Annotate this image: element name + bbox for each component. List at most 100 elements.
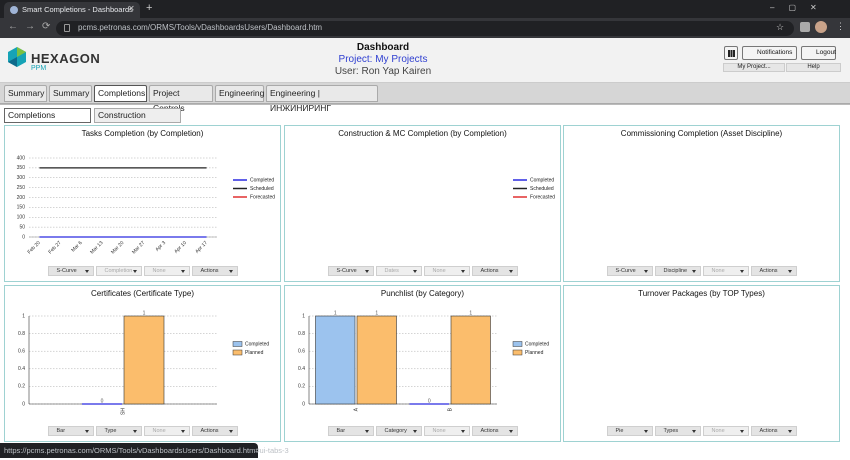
- y-tick-label: 350: [17, 165, 26, 171]
- tab-title: Smart Completions - Dashboards: [22, 5, 133, 14]
- tab[interactable]: Project Controls: [149, 85, 213, 113]
- panel: Commissioning Completion (Asset Discipli…: [563, 125, 840, 282]
- dropdown[interactable]: Actions: [191, 426, 238, 436]
- tab[interactable]: Engineering | ИНЖИНИРИНГ: [266, 85, 378, 113]
- tab-close[interactable]: ✕: [128, 4, 135, 13]
- panel-chart: Punchlist (by Category) 0 0.2 0.4 0.6 0.8 1 A 1 1…: [298, 289, 549, 411]
- legend-label: Scheduled: [530, 186, 554, 192]
- nav-buttons[interactable]: ←→⟳: [8, 21, 58, 32]
- dropdown[interactable]: Actions: [471, 266, 518, 276]
- address-bar[interactable]: pcms.petronas.com/ORMS/Tools/vDashboards…: [56, 21, 794, 36]
- subtab[interactable]: Construction Overview: [94, 108, 181, 133]
- dropdown[interactable]: Actions: [471, 426, 518, 436]
- dropdown: None: [702, 266, 749, 276]
- dropdown: None: [143, 266, 190, 276]
- legend-label: Completed: [250, 177, 274, 183]
- x-tick-label: A: [353, 407, 359, 411]
- browser-tab[interactable]: Smart Completions - Dashboards ✕: [4, 2, 140, 18]
- dropdown[interactable]: S-Curve: [327, 266, 374, 276]
- y-tick-label: 150: [17, 205, 26, 211]
- y-tick-label: 0.4: [298, 366, 305, 372]
- panel-title: Commissioning Completion (Asset Discipli…: [621, 129, 783, 138]
- new-tab[interactable]: +: [146, 2, 153, 14]
- bookmark-star[interactable]: ☆: [776, 22, 785, 32]
- panel-title: Turnover Packages (by TOP Types): [638, 289, 765, 298]
- value-label: 1: [334, 310, 337, 316]
- panel-chart: Construction & MC Completion (by Complet…: [338, 129, 555, 200]
- window-controls[interactable]: –▢✕: [770, 3, 831, 12]
- legend-swatch: [232, 341, 243, 347]
- apps-button[interactable]: [724, 46, 738, 60]
- profile-avatar[interactable]: [815, 21, 827, 33]
- legend-swatch: [512, 349, 523, 356]
- value-label: 1: [375, 310, 378, 316]
- x-tick-label: Feb 27: [47, 240, 62, 255]
- lock-icon: [64, 24, 70, 32]
- logo-hex-part: [8, 57, 17, 67]
- y-tick-label: 0: [22, 401, 25, 407]
- x-tick-label: Apr 3: [154, 240, 167, 253]
- dropdown[interactable]: S-Curve: [606, 266, 653, 276]
- browser-menu[interactable]: ⋮: [836, 21, 845, 31]
- tab-strip: [0, 0, 850, 18]
- y-tick-label: 400: [17, 155, 26, 161]
- favicon: [10, 6, 18, 14]
- legend-swatch: [232, 349, 243, 356]
- y-tick-label: 0: [302, 401, 305, 407]
- legend-label: Completed: [530, 177, 554, 183]
- panel: Certificates (Certificate Type) 0 0.2 0.4 0.…: [4, 285, 281, 442]
- dropdown[interactable]: Bar: [47, 426, 94, 436]
- dropdown: Completion: [95, 266, 142, 276]
- panel-chart: Commissioning Completion (Asset Discipli…: [621, 129, 783, 138]
- dropdown[interactable]: Bar: [327, 426, 374, 436]
- header-title: Dashboard: [356, 42, 410, 53]
- y-tick-label: 0.8: [298, 331, 305, 337]
- panel: Punchlist (by Category) 0 0.2 0.4 0.6 0.8 1 A 1 1…: [284, 285, 561, 442]
- y-tick-label: 0.2: [18, 384, 25, 390]
- y-tick-label: 200: [17, 195, 26, 201]
- legend-label: Completed: [245, 341, 269, 347]
- y-tick-label: 250: [17, 185, 26, 191]
- dropdown[interactable]: Category: [375, 426, 422, 436]
- status-url: https://pcms.petronas.com/ORMS/Tools/vDa…: [4, 446, 289, 455]
- subtab[interactable]: Completions Overview: [4, 108, 91, 133]
- dropdown[interactable]: Types: [654, 426, 701, 436]
- header-user: User: Ron Yap Kairen: [334, 66, 432, 77]
- y-tick-label: 50: [19, 224, 25, 230]
- tab[interactable]: Summary: [4, 85, 47, 102]
- header-menu[interactable]: Help: [786, 63, 841, 72]
- y-tick-label: 100: [17, 215, 26, 221]
- legend-label: Planned: [525, 350, 544, 356]
- header-button[interactable]: Notifications: [742, 46, 797, 60]
- header-menu[interactable]: My Project...: [723, 63, 785, 72]
- header-button[interactable]: Logout: [801, 46, 836, 60]
- dropdown: None: [702, 426, 749, 436]
- dropdown[interactable]: S-Curve: [47, 266, 94, 276]
- dropdown[interactable]: Actions: [750, 266, 797, 276]
- dropdown[interactable]: Actions: [191, 266, 238, 276]
- tab[interactable]: Summary: [49, 85, 92, 102]
- dropdown[interactable]: Discipline: [654, 266, 701, 276]
- header-project[interactable]: Project: My Projects: [338, 54, 428, 65]
- x-tick-label: Mar 6: [70, 240, 83, 253]
- panel-title: Certificates (Certificate Type): [91, 289, 194, 298]
- extensions-icon[interactable]: [800, 22, 810, 32]
- value-label: 1: [469, 310, 472, 316]
- x-tick-label: Feb 20: [27, 240, 42, 255]
- dropdown[interactable]: Type: [95, 426, 142, 436]
- legend-label: Forecasted: [250, 194, 275, 200]
- value-label: 0: [428, 398, 431, 404]
- y-tick-label: 0.4: [18, 366, 25, 372]
- logo-hex-part: [17, 47, 26, 57]
- dropdown[interactable]: Pie: [606, 426, 653, 436]
- panel-title: Construction & MC Completion (by Complet…: [338, 129, 507, 138]
- y-tick-label: 0.2: [298, 384, 305, 390]
- tab[interactable]: Completions: [94, 85, 147, 102]
- tab[interactable]: Engineering: [215, 85, 264, 102]
- x-tick-label: Mar 20: [110, 240, 125, 255]
- dropdown[interactable]: Actions: [750, 426, 797, 436]
- legend-label: Forecasted: [530, 194, 555, 200]
- panel-chart: Tasks Completion (by Completion) 0 50 100 15…: [17, 129, 276, 255]
- bar: [123, 315, 165, 405]
